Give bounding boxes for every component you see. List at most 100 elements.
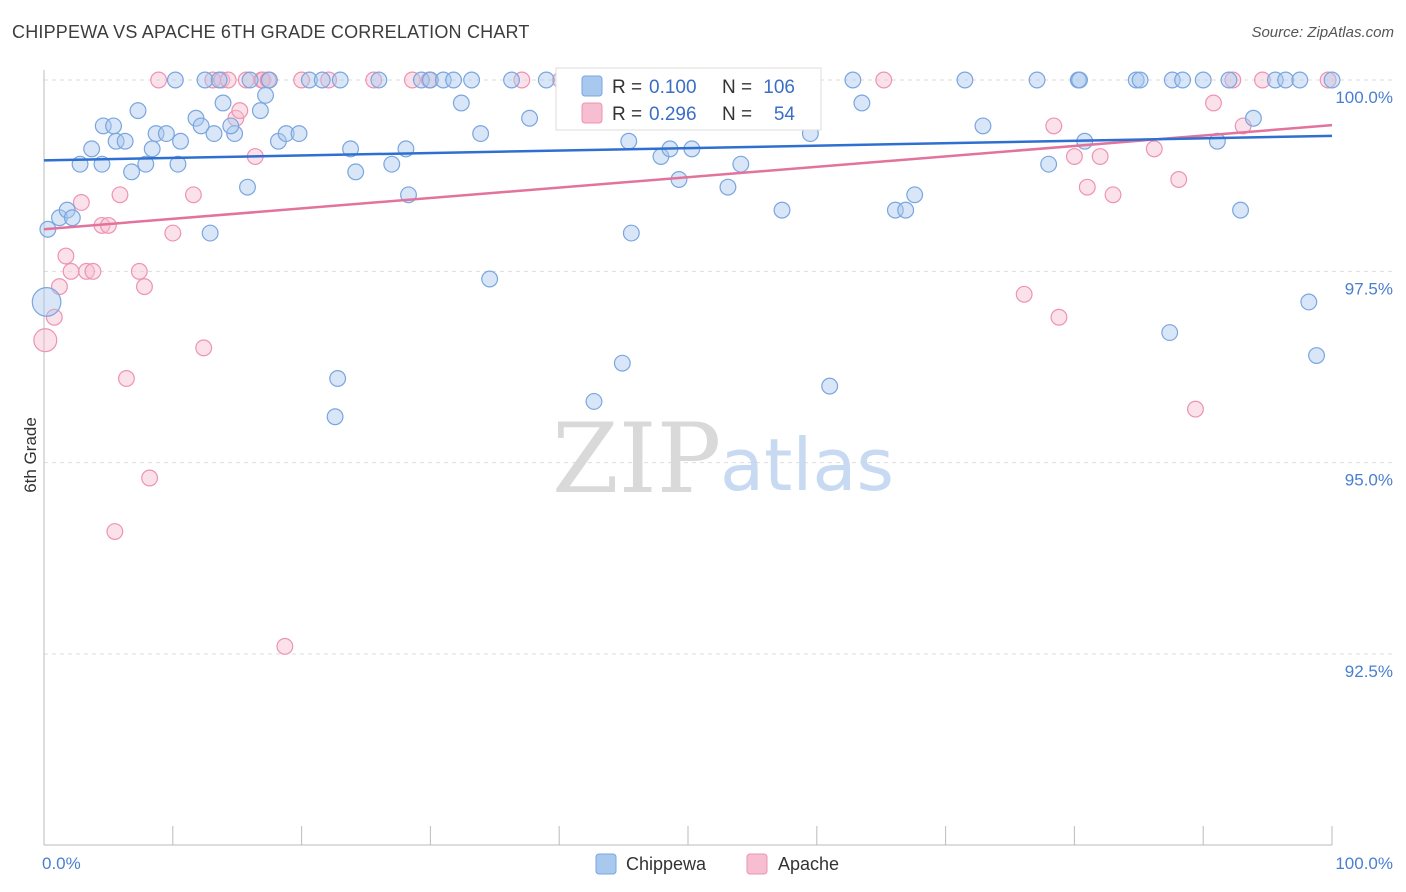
chippewa-point [143, 140, 161, 158]
chippewa-point [445, 71, 463, 89]
chippewa-point [313, 71, 331, 89]
apache-point [1091, 148, 1109, 165]
legend-r-label-1: R = [612, 77, 642, 98]
chippewa-point [107, 132, 125, 150]
chippewa-point [1308, 347, 1326, 364]
apache-point [184, 186, 202, 204]
apache-point [1050, 308, 1068, 326]
apache-point [1187, 400, 1204, 418]
chippewa-point [83, 140, 101, 158]
y-axis-label: 6th Grade [21, 417, 40, 493]
apache-point [57, 247, 75, 265]
bottom-legend-label-chippewa: Chippewa [626, 854, 707, 874]
chippewa-point [239, 178, 256, 196]
apache-point [111, 186, 129, 204]
apache-point [1253, 71, 1271, 89]
chippewa-point [897, 201, 915, 219]
legend-swatch-apache [581, 102, 603, 124]
x-ticks [43, 826, 1333, 845]
apache-point [1145, 140, 1163, 158]
chippewa-point [1174, 71, 1192, 89]
chippewa-point [503, 71, 521, 89]
apache-point [150, 71, 168, 89]
chippewa-point [463, 71, 481, 89]
apache-point [231, 102, 249, 120]
chippewa-point [537, 71, 555, 89]
series-legend: Chippewa Apache [595, 853, 839, 875]
apache-point [875, 71, 893, 89]
apache-point [136, 278, 153, 296]
y-tick-labels: 100.0% 97.5% 95.0% 92.5% [1335, 88, 1393, 681]
chippewa-point [370, 71, 388, 89]
chippewa-point [452, 94, 470, 112]
correlation-legend: R = 0.100 N = 106 R = 0.296 N = 54 [555, 67, 822, 131]
apache-point [219, 71, 237, 89]
chippewa-point [821, 377, 839, 395]
grid-lines [44, 79, 1392, 655]
chippewa-point [129, 102, 147, 120]
apache-point [72, 193, 90, 211]
chippewa-point [1220, 71, 1238, 89]
apache-trend-line [43, 123, 1333, 231]
chart-source: Source: ZipAtlas.com [1251, 24, 1394, 41]
y-tick-label: 97.5% [1345, 279, 1393, 298]
apache-point [33, 328, 58, 353]
chippewa-point [1300, 293, 1318, 311]
apache-point [78, 262, 95, 280]
apache-point [164, 224, 182, 242]
chippewa-point [472, 125, 490, 143]
chippewa-point [342, 140, 360, 158]
chippewa-point [123, 163, 141, 181]
chippewa-point [844, 71, 862, 89]
apache-point [1078, 178, 1096, 196]
apache-point [365, 71, 383, 89]
chippewa-point [622, 224, 640, 242]
chippewa-point [116, 132, 134, 150]
chippewa-point [421, 71, 439, 89]
chippewa-point [260, 71, 278, 89]
apache-points [33, 71, 1337, 655]
apache-point [1170, 171, 1188, 188]
chippewa-point [137, 155, 155, 173]
apache-point [1224, 71, 1242, 89]
chippewa-point [241, 71, 259, 89]
chippewa-point [31, 287, 62, 317]
chippewa-point [1323, 71, 1341, 89]
chippewa-point [974, 117, 992, 135]
trend-lines [43, 123, 1333, 231]
chippewa-point [257, 86, 274, 104]
bottom-legend-swatch-apache [746, 853, 768, 875]
chippewa-point [1040, 155, 1058, 173]
chippewa-point [1232, 201, 1250, 219]
chippewa-point [172, 132, 189, 150]
chippewa-trend-line [43, 134, 1333, 162]
chippewa-point [63, 209, 81, 227]
chippewa-point [196, 71, 214, 89]
apache-point [84, 262, 102, 280]
apache-point [1205, 94, 1222, 112]
bottom-legend-swatch-chippewa [595, 853, 617, 875]
apache-point [195, 339, 213, 357]
chippewa-point [105, 117, 123, 135]
chippewa-point [481, 270, 499, 288]
chippewa-point [620, 132, 638, 150]
chippewa-point [251, 102, 269, 120]
apache-point [1045, 117, 1063, 135]
chippewa-point [1194, 71, 1212, 89]
apache-point [1015, 285, 1033, 303]
chippewa-point [906, 186, 924, 204]
chippewa-point [585, 392, 603, 410]
y-tick-label: 100.0% [1335, 88, 1393, 107]
chippewa-point [1028, 71, 1046, 89]
chippewa-point [192, 117, 210, 135]
apache-point [141, 469, 159, 487]
apache-point [45, 308, 63, 326]
chippewa-point [201, 224, 219, 242]
apache-point [62, 262, 80, 280]
chippewa-point [347, 163, 365, 181]
chippewa-point [329, 370, 347, 387]
legend-n-label-2: N = [722, 104, 752, 125]
chippewa-point [1291, 71, 1309, 89]
apache-point [403, 71, 421, 89]
